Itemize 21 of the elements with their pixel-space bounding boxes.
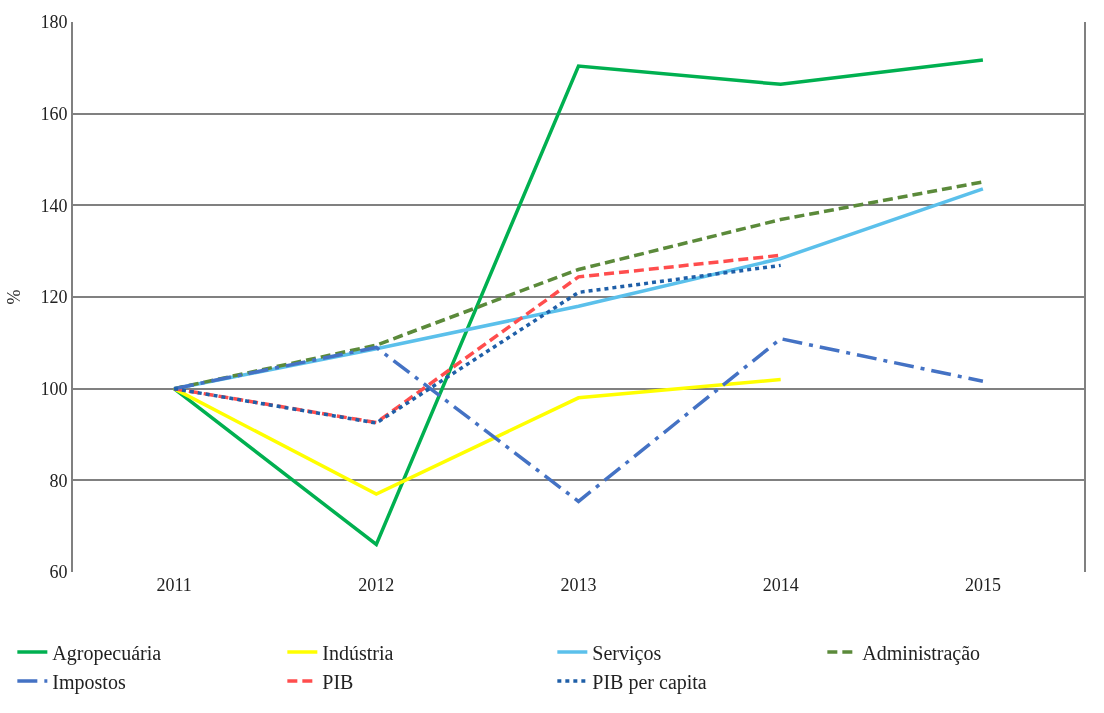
legend-label: Administração — [862, 641, 981, 665]
legend-label: Impostos — [52, 670, 126, 694]
x-tick-label: 2013 — [560, 575, 597, 595]
legend-label: Agropecuária — [52, 641, 162, 665]
legend-label: PIB per capita — [592, 670, 707, 694]
y-tick-label: 180 — [40, 12, 68, 33]
y-tick-label: 80 — [49, 470, 68, 491]
x-tick-label: 2015 — [964, 575, 1001, 595]
legend-label: PIB — [322, 670, 354, 693]
legend-label: Indústria — [322, 641, 394, 664]
y-tick-label: 140 — [40, 195, 68, 216]
y-tick-label: 60 — [49, 562, 68, 583]
x-tick-label: 2012 — [358, 575, 395, 595]
x-tick-label: 2011 — [156, 575, 192, 595]
legend-label: Serviços — [592, 641, 662, 665]
y-axis-title: % — [4, 289, 25, 305]
x-tick-label: 2014 — [762, 575, 799, 595]
y-tick-label: 160 — [40, 103, 68, 124]
line-series — [172, 58, 985, 547]
y-tick-label: 100 — [40, 378, 68, 399]
y-tick-label: 120 — [40, 287, 68, 308]
